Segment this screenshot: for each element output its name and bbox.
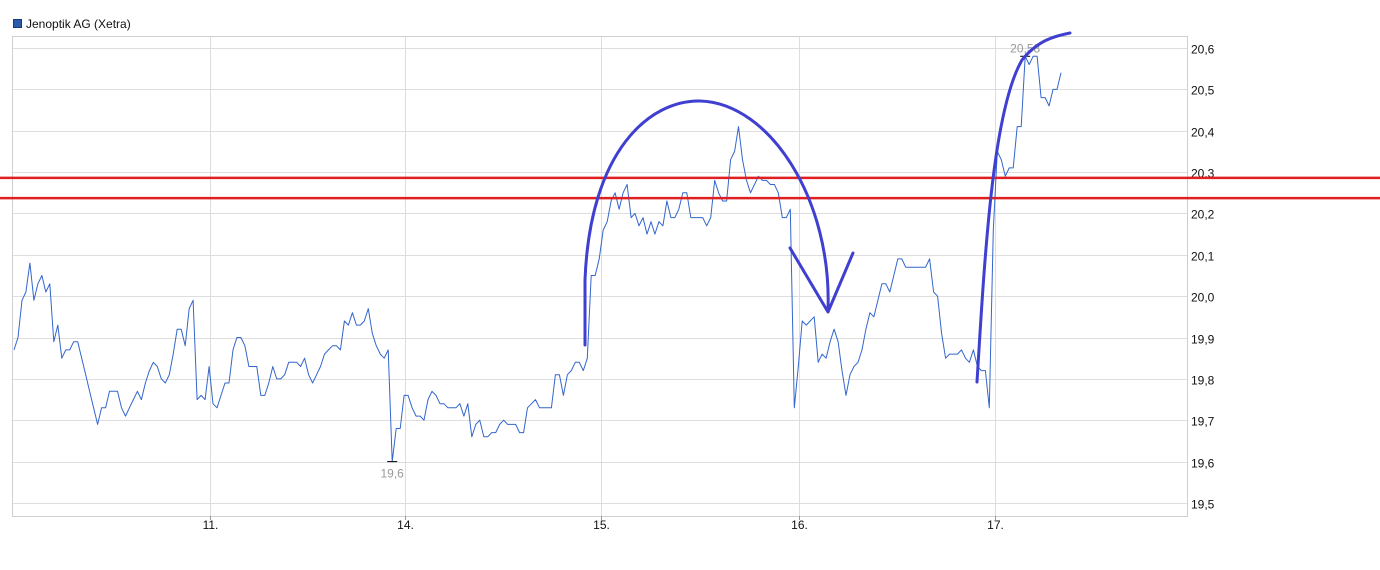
y-tick-label: 20,0 [1191, 291, 1215, 305]
y-tick-label: 20,4 [1191, 126, 1215, 140]
plot-border [12, 36, 1188, 517]
arc-annotation [583, 99, 830, 347]
x-tick-label: 15. [593, 518, 610, 532]
x-tick-label: 11. [203, 518, 219, 532]
legend: Jenoptik AG (Xetra) [13, 17, 131, 31]
y-tick-label: 19,6 [1191, 457, 1215, 471]
legend-label: Jenoptik AG (Xetra) [26, 17, 131, 31]
y-axis: 19,519,619,719,819,920,020,120,220,320,4… [1191, 43, 1215, 512]
x-tick-label: 16. [791, 518, 808, 532]
x-tick-label: 17. [987, 518, 1004, 532]
x-axis: 11. 14. 15. 16. 17. [203, 516, 1004, 532]
min-label: 19,6 [381, 467, 405, 481]
rise-curve-annotation [975, 31, 1072, 384]
min-marker: 19,6 [381, 461, 405, 481]
legend-swatch [13, 19, 22, 28]
y-tick-label: 19,7 [1191, 415, 1215, 429]
grid [12, 36, 1187, 516]
y-tick-label: 19,8 [1191, 374, 1215, 388]
y-tick-label: 20,6 [1191, 43, 1215, 57]
y-tick-label: 20,1 [1191, 250, 1215, 264]
price-line [13, 55, 1062, 463]
max-label: 20,58 [1010, 41, 1040, 55]
y-tick-label: 19,9 [1191, 333, 1215, 347]
y-tick-label: 19,5 [1191, 498, 1215, 512]
y-tick-label: 20,2 [1191, 208, 1215, 222]
y-tick-label: 20,5 [1191, 84, 1215, 98]
resistance-lines [0, 176, 1380, 200]
arrow-down-annotation [788, 246, 855, 314]
hand-drawn-annotations [583, 31, 1072, 384]
x-tick-label: 14. [397, 518, 414, 532]
